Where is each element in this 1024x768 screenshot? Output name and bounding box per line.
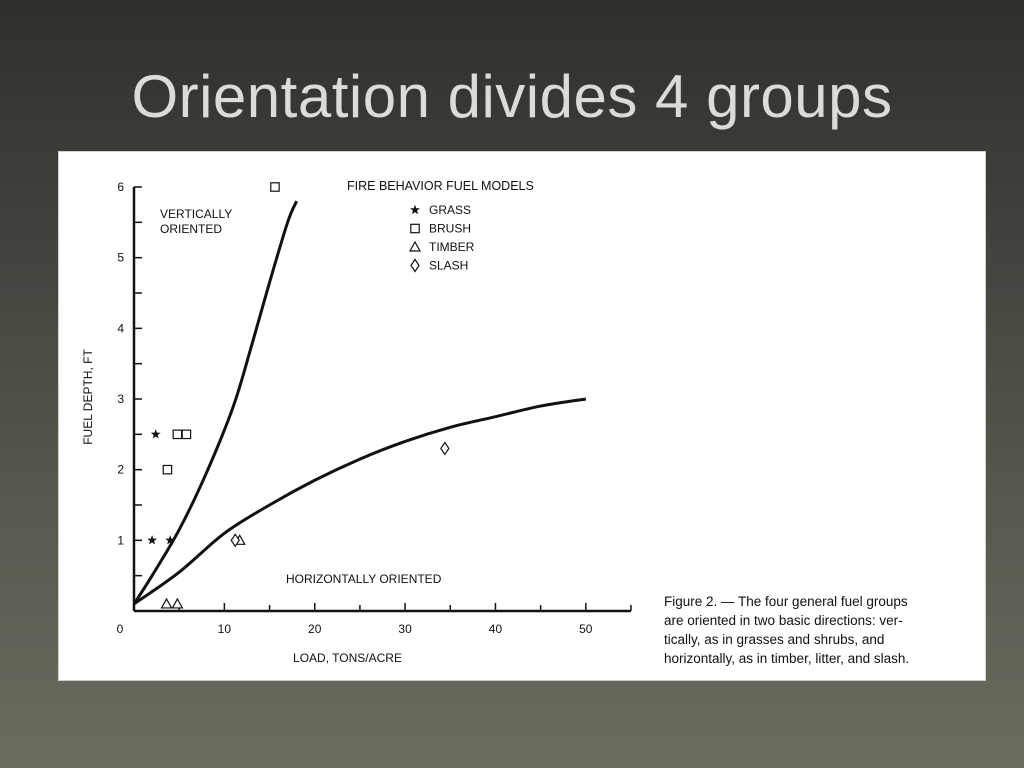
point-grass	[150, 429, 161, 439]
annotation-vertical: VERTICALLY	[160, 207, 232, 221]
legend-label-slash: SLASH	[429, 259, 468, 273]
chart-marks	[147, 182, 450, 609]
slide-title: Orientation divides 4 groups	[131, 63, 893, 130]
x-tick-label: 30	[398, 622, 412, 636]
point-slash	[230, 533, 240, 548]
curve-1	[132, 200, 299, 605]
chart-curves	[132, 200, 587, 606]
figure-panel: 0 10 20 30 40 50 1 2 3 4 5 6 LOAD, TONS/ACRE FUEL DEP…	[58, 151, 986, 681]
fuel-model-chart: 0 10 20 30 40 50 1 2 3 4 5 6 LOAD, TONS/ACRE FUEL DEP…	[81, 179, 632, 665]
legend-marker-timber	[408, 240, 422, 252]
point-brush	[181, 429, 192, 440]
legend-marker-brush	[410, 223, 420, 234]
annotation-horizontal: HORIZONTALLY ORIENTED	[286, 572, 442, 586]
point-brush	[172, 429, 183, 440]
chart-title: FIRE BEHAVIOR FUEL MODELS	[347, 179, 534, 193]
legend-label-grass: GRASS	[429, 203, 471, 217]
annotation-vertical: ORIENTED	[160, 222, 222, 236]
legend-label-brush: BRUSH	[429, 222, 471, 236]
figure-caption: Figure 2. — The four general fuel groups…	[664, 594, 910, 666]
y-tick-label: 2	[117, 463, 124, 477]
point-timber	[160, 597, 173, 609]
legend-label-timber: TIMBER	[429, 240, 475, 254]
legend-marker-slash	[410, 258, 420, 273]
point-timber	[171, 597, 184, 609]
point-grass	[165, 535, 176, 545]
y-tick-label: 1	[117, 533, 124, 547]
point-grass	[147, 535, 158, 545]
x-axis-label: LOAD, TONS/ACRE	[293, 651, 402, 665]
x-tick-label: 0	[117, 622, 124, 636]
y-tick-label: 6	[117, 180, 124, 194]
point-brush	[162, 464, 173, 475]
chart-legend: GRASS BRUSH TIMBER SLASH	[408, 203, 475, 273]
x-tick-label: 50	[579, 622, 593, 636]
legend-marker-grass	[410, 204, 420, 215]
chart-axes	[132, 186, 632, 613]
x-tick-label: 40	[489, 622, 503, 636]
x-tick-label: 20	[308, 622, 322, 636]
chart-labels: 0 10 20 30 40 50 1 2 3 4 5 6 LOAD, TONS/ACRE FUEL DEP…	[81, 179, 593, 665]
y-tick-label: 4	[117, 321, 124, 335]
y-axis-label: FUEL DEPTH, FT	[81, 349, 95, 445]
y-tick-label: 3	[117, 392, 124, 406]
curve-2	[133, 397, 587, 606]
y-tick-label: 5	[117, 251, 124, 265]
x-tick-label: 10	[218, 622, 232, 636]
point-slash	[440, 441, 450, 456]
point-brush	[270, 182, 280, 192]
